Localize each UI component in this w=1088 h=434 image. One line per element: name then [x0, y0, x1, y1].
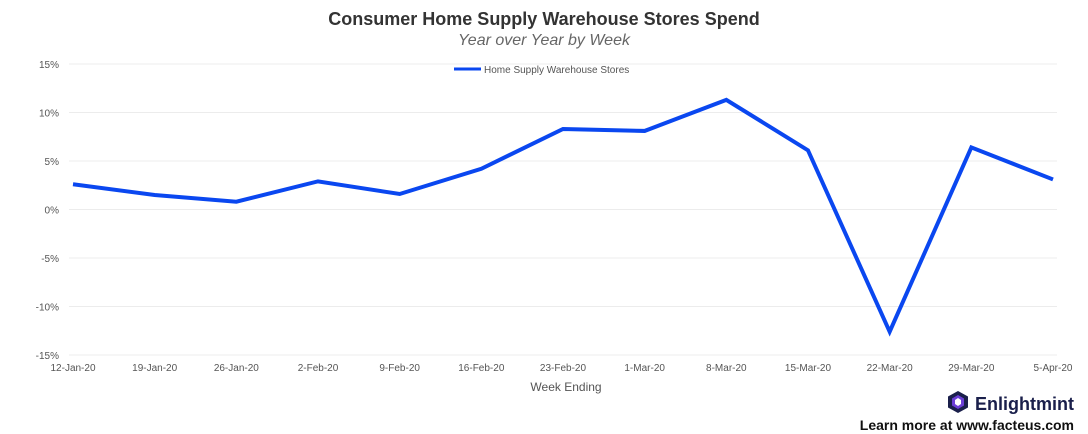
x-tick-label: 8-Mar-20 [706, 363, 747, 374]
x-tick-label: 2-Feb-20 [298, 363, 339, 374]
x-axis-title: Week Ending [530, 380, 601, 394]
learn-more-link[interactable]: Learn more at www.facteus.com [859, 417, 1074, 433]
x-tick-label: 26-Jan-20 [214, 363, 259, 374]
x-tick-label: 23-Feb-20 [540, 363, 587, 374]
x-axis-ticks: 12-Jan-20 19-Jan-20 26-Jan-20 2-Feb-20 9-Feb… [50, 363, 1072, 374]
series-layer [72, 97, 1054, 337]
y-tick-label: -10% [36, 303, 59, 314]
brand-name: Enlightmint [975, 394, 1074, 414]
x-tick-label: 22-Mar-20 [867, 363, 914, 374]
legend-label: Home Supply Warehouse Stores [484, 65, 629, 76]
y-tick-label: -5% [41, 254, 59, 265]
hexagon-logo-icon [947, 390, 969, 419]
y-axis-ticks: 15% 10% 5% 0% -5% -10% -15% [36, 60, 59, 362]
x-tick-label: 16-Feb-20 [458, 363, 505, 374]
x-tick-label: 12-Jan-20 [50, 363, 95, 374]
brand-logo: Enlightmint [947, 390, 1074, 419]
x-tick-label: 19-Jan-20 [132, 363, 177, 374]
y-tick-label: -15% [36, 351, 59, 362]
y-tick-label: 10% [39, 109, 59, 120]
y-tick-label: 5% [45, 157, 60, 168]
legend: Home Supply Warehouse Stores [454, 65, 629, 76]
x-tick-label: 1-Mar-20 [624, 363, 665, 374]
x-tick-label: 15-Mar-20 [785, 363, 832, 374]
series-line [72, 97, 1054, 337]
chart-subtitle: Year over Year by Week [458, 32, 630, 49]
grid-layer [69, 63, 1057, 356]
x-tick-label: 29-Mar-20 [948, 363, 995, 374]
y-tick-label: 15% [39, 60, 59, 71]
y-tick-label: 0% [45, 206, 60, 217]
chart-title: Consumer Home Supply Warehouse Stores Sp… [328, 9, 760, 29]
x-tick-label: 9-Feb-20 [379, 363, 420, 374]
x-tick-label: 5-Apr-20 [1034, 363, 1073, 374]
